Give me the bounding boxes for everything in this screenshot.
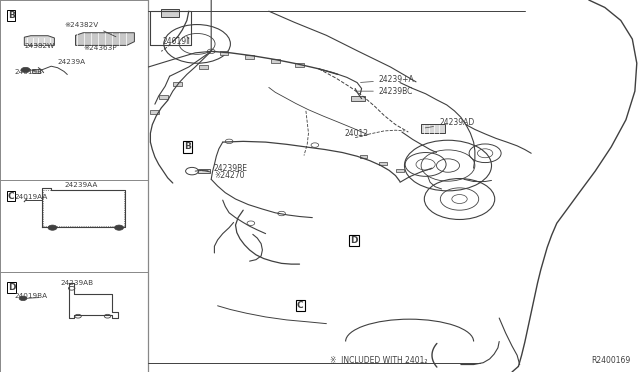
- Text: 24239AA: 24239AA: [64, 182, 97, 188]
- Text: 24239+A: 24239+A: [360, 76, 415, 84]
- Bar: [396, 169, 404, 172]
- Text: ※24363P: ※24363P: [83, 45, 117, 51]
- Bar: [220, 51, 228, 55]
- Text: 24239BE: 24239BE: [202, 164, 248, 173]
- Polygon shape: [76, 33, 134, 45]
- Polygon shape: [24, 36, 54, 45]
- Text: D: D: [350, 236, 358, 245]
- Text: 24019AA: 24019AA: [14, 195, 47, 201]
- Text: C: C: [8, 192, 14, 201]
- Text: ※24270: ※24270: [214, 171, 244, 180]
- Bar: [198, 169, 210, 173]
- Text: 24382W: 24382W: [24, 44, 54, 49]
- Text: B: B: [184, 142, 191, 151]
- Bar: [173, 82, 182, 86]
- Circle shape: [19, 296, 27, 301]
- Bar: [159, 95, 168, 99]
- Bar: [245, 55, 254, 59]
- Circle shape: [48, 225, 57, 230]
- Text: C: C: [297, 301, 303, 310]
- Text: 24239AD: 24239AD: [425, 118, 474, 128]
- Text: 24239BC: 24239BC: [356, 87, 413, 96]
- Bar: [32, 69, 40, 73]
- Bar: [295, 63, 304, 67]
- Bar: [199, 65, 208, 69]
- Circle shape: [21, 67, 30, 73]
- Bar: [150, 110, 159, 114]
- Text: ※  INCLUDED WITH 2401₂: ※ INCLUDED WITH 2401₂: [330, 356, 427, 365]
- Bar: [360, 155, 367, 158]
- Text: 24239AB: 24239AB: [61, 280, 94, 286]
- Text: 24012: 24012: [344, 129, 369, 138]
- Text: 24019B: 24019B: [14, 70, 42, 76]
- Bar: [379, 162, 387, 165]
- Bar: [161, 9, 179, 17]
- Text: 24019Ⅱ: 24019Ⅱ: [163, 37, 191, 46]
- Text: D: D: [8, 283, 15, 292]
- Bar: [271, 59, 280, 63]
- Text: R2400169: R2400169: [591, 356, 631, 365]
- Bar: [351, 96, 365, 101]
- Text: B: B: [8, 11, 15, 20]
- Text: ※24382V: ※24382V: [64, 22, 99, 28]
- Text: 24239A: 24239A: [58, 59, 86, 65]
- Circle shape: [115, 225, 124, 230]
- Bar: [421, 124, 445, 133]
- Text: 24019BA: 24019BA: [14, 293, 47, 299]
